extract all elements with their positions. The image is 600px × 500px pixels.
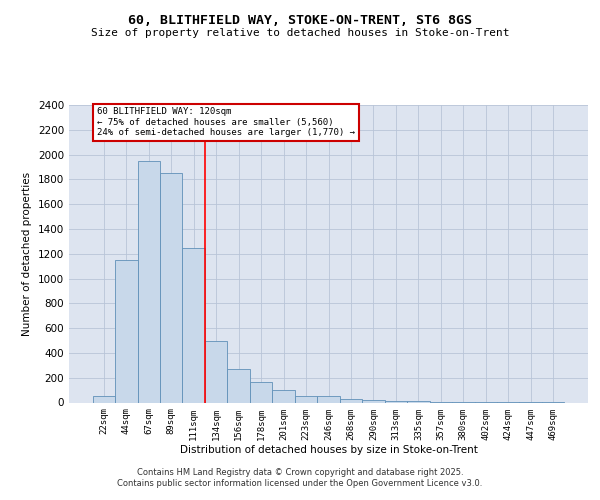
Bar: [385, 400, 407, 402]
Bar: [227, 369, 250, 402]
Bar: [250, 382, 272, 402]
Bar: [160, 173, 182, 402]
Bar: [272, 390, 295, 402]
Bar: [182, 248, 205, 402]
Bar: [317, 396, 340, 402]
Bar: [137, 161, 160, 402]
Bar: [115, 260, 137, 402]
Text: 60, BLITHFIELD WAY, STOKE-ON-TRENT, ST6 8GS: 60, BLITHFIELD WAY, STOKE-ON-TRENT, ST6 …: [128, 14, 472, 26]
Text: 60 BLITHFIELD WAY: 120sqm
← 75% of detached houses are smaller (5,560)
24% of se: 60 BLITHFIELD WAY: 120sqm ← 75% of detac…: [97, 108, 355, 138]
X-axis label: Distribution of detached houses by size in Stoke-on-Trent: Distribution of detached houses by size …: [179, 445, 478, 455]
Text: Contains public sector information licensed under the Open Government Licence v3: Contains public sector information licen…: [118, 480, 482, 488]
Text: Size of property relative to detached houses in Stoke-on-Trent: Size of property relative to detached ho…: [91, 28, 509, 38]
Bar: [205, 340, 227, 402]
Y-axis label: Number of detached properties: Number of detached properties: [22, 172, 32, 336]
Text: Contains HM Land Registry data © Crown copyright and database right 2025.: Contains HM Land Registry data © Crown c…: [137, 468, 463, 477]
Bar: [295, 396, 317, 402]
Bar: [340, 400, 362, 402]
Bar: [92, 396, 115, 402]
Bar: [362, 400, 385, 402]
